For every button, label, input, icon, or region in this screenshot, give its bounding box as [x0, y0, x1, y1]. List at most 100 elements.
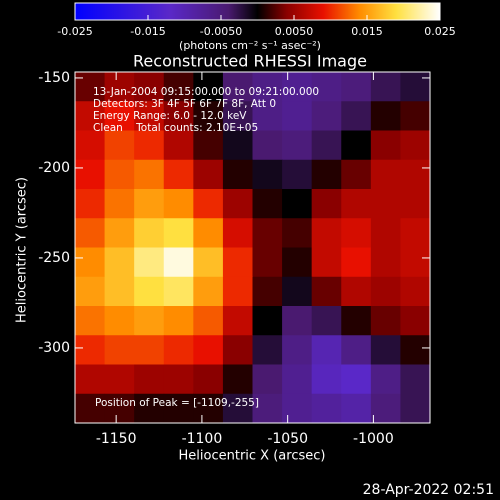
heatmap-cell: [341, 72, 372, 102]
colorbar-tick-label: -0.025: [57, 25, 92, 38]
x-tick-label: -1050: [267, 431, 308, 447]
heatmap-cell: [75, 247, 106, 278]
heatmap-cell: [282, 101, 313, 131]
colorbar: [74, 2, 441, 21]
heatmap-cell: [311, 72, 342, 102]
heatmap-cell: [104, 393, 135, 424]
heatmap-cell: [193, 130, 224, 161]
heatmap-cell: [400, 159, 431, 190]
heatmap-cell: [400, 393, 431, 424]
colorbar-tick-label: 0.015: [351, 25, 383, 38]
y-axis-label: Heliocentric Y (arcsec): [15, 177, 30, 323]
heatmap-cell: [282, 159, 313, 190]
heatmap-cell: [134, 159, 165, 190]
heatmap-cell: [311, 276, 342, 307]
heatmap-cell: [193, 335, 224, 365]
heatmap-cell: [163, 72, 194, 102]
heatmap-cell: [75, 306, 106, 336]
heatmap-cell: [282, 72, 313, 102]
heatmap-cell: [311, 364, 342, 395]
colorbar-tick-label: -0.0050: [200, 25, 242, 38]
heatmap-cell: [252, 276, 283, 307]
annotation: Clean Total counts: 2.10E+05: [93, 122, 258, 134]
annotation: Detectors: 3F 4F 5F 6F 7F 8F, Att 0: [93, 98, 276, 110]
heatmap-cell: [75, 276, 106, 307]
heatmap-cell: [193, 306, 224, 336]
heatmap-cell: [75, 130, 106, 161]
heatmap-cell: [400, 306, 431, 336]
heatmap-cell: [282, 306, 313, 336]
heatmap-cell: [222, 101, 253, 131]
heatmap-cell: [104, 130, 135, 161]
heatmap-cell: [222, 306, 253, 336]
heatmap-cell: [252, 159, 283, 190]
heatmap-cell: [370, 335, 401, 365]
heatmap-cell: [134, 218, 165, 248]
heatmap-cell: [341, 276, 372, 307]
heatmap-cell: [370, 364, 401, 395]
heatmap-cell: [282, 276, 313, 307]
colorbar-tick-label: 0.025: [424, 25, 456, 38]
heatmap-cell: [341, 101, 372, 131]
heatmap-cell: [75, 101, 106, 131]
heatmap-cell: [222, 159, 253, 190]
heatmap-cell: [104, 189, 135, 219]
heatmap-cell: [311, 306, 342, 336]
heatmap-cell: [400, 189, 431, 219]
heatmap-cell: [104, 364, 135, 395]
heatmap-cell: [252, 72, 283, 102]
heatmap-cell: [311, 335, 342, 365]
heatmap-cell: [400, 72, 431, 102]
heatmap-cell: [341, 335, 372, 365]
heatmap-cell: [311, 393, 342, 424]
heatmap-cell: [163, 159, 194, 190]
heatmap-cell: [311, 247, 342, 278]
heatmap-cell: [252, 306, 283, 336]
heatmap-cell: [370, 159, 401, 190]
heatmap-cell: [370, 218, 401, 248]
chart-title: Reconstructed RHESSI Image: [133, 52, 367, 71]
heatmap-cell: [163, 247, 194, 278]
heatmap-cell: [341, 130, 372, 161]
heatmap-cell: [282, 364, 313, 395]
heatmap-cell: [252, 335, 283, 365]
heatmap-cell: [163, 393, 194, 424]
heatmap-cell: [252, 364, 283, 395]
heatmap-cell: [193, 247, 224, 278]
plot-frame: [74, 71, 431, 424]
heatmap-cell: [163, 306, 194, 336]
heatmap-cell: [222, 247, 253, 278]
heatmap-cell: [311, 189, 342, 219]
heatmap-cell: [104, 306, 135, 336]
x-tick-label: -1100: [182, 431, 223, 447]
heatmap-cell: [370, 130, 401, 161]
heatmap-cell: [252, 101, 283, 131]
heatmap-cell: [193, 218, 224, 248]
heatmap-cell: [341, 247, 372, 278]
heatmap-cell: [134, 72, 165, 102]
heatmap-cell: [134, 101, 165, 131]
heatmap-cell: [104, 101, 135, 131]
heatmap-cell: [311, 101, 342, 131]
heatmap-cell: [400, 130, 431, 161]
heatmap-cell: [222, 393, 253, 424]
heatmap-cell: [134, 393, 165, 424]
heatmap-cell: [134, 130, 165, 161]
heatmap-cell: [400, 101, 431, 131]
y-tick-label: -300: [38, 340, 70, 356]
colorbar-label: (photons cm⁻² s⁻¹ asec⁻²): [179, 39, 321, 52]
heatmap-cell: [193, 159, 224, 190]
heatmap-cell: [134, 335, 165, 365]
heatmap-cell: [75, 364, 106, 395]
heatmap-cell: [193, 364, 224, 395]
heatmap-cell: [400, 335, 431, 365]
heatmap-cell: [163, 189, 194, 219]
heatmap-cell: [222, 218, 253, 248]
heatmap-cell: [104, 247, 135, 278]
x-tick-label: -1000: [353, 431, 394, 447]
heatmap-cell: [282, 335, 313, 365]
heatmap-cell: [370, 393, 401, 424]
heatmap-cell: [193, 72, 224, 102]
heatmap-cell: [282, 218, 313, 248]
